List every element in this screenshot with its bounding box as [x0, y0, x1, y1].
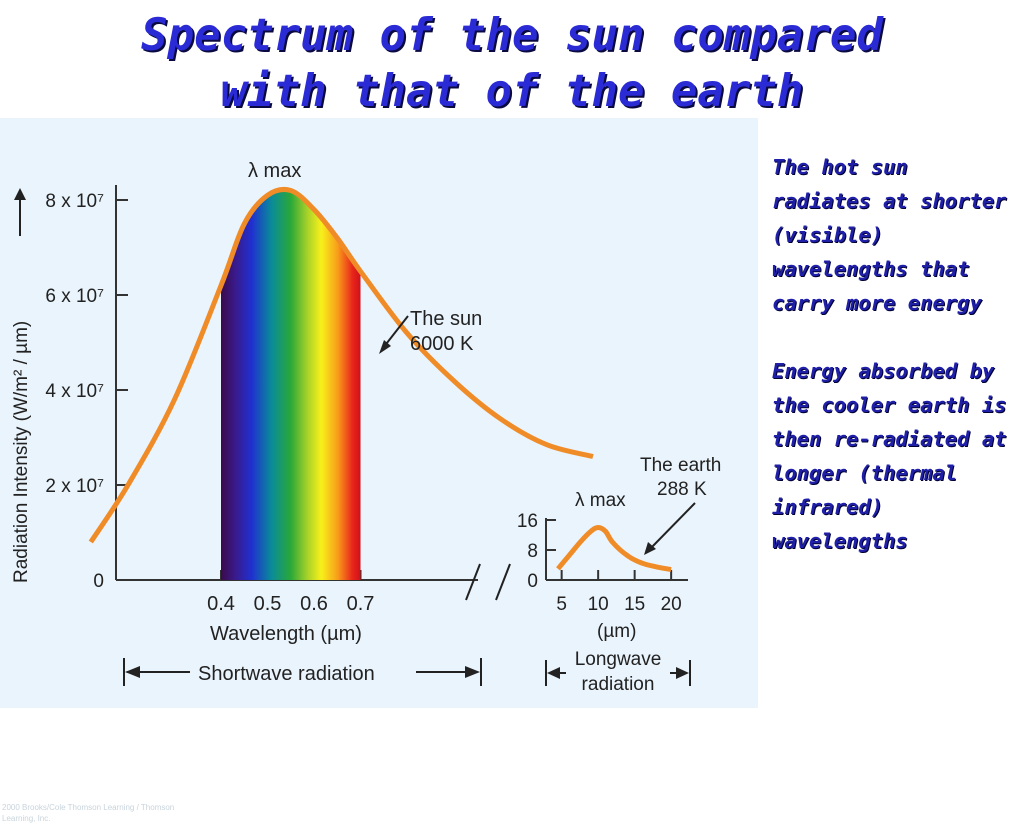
- sun-peak-label: λ max: [248, 160, 301, 182]
- visible-spectrum-band: [221, 189, 361, 580]
- sun-y-tick-label: 0: [93, 571, 104, 592]
- earth-y-ticks: 0 8 16: [517, 511, 556, 592]
- axis-break-mark-2: [495, 563, 511, 601]
- longwave-label-line2: radiation: [582, 674, 655, 695]
- earth-x-tick-label: 5: [556, 594, 567, 615]
- spectrum-figure: 0 2 x 10⁷ 4 x 10⁷ 6 x 10⁷ 8 x 10⁷ 0.4 0.5 0.6 0…: [0, 118, 758, 823]
- explanation-paragraph-1: The hot sun radiates at shorter (visible…: [772, 155, 1007, 315]
- earth-peak-label: λ max: [575, 490, 626, 511]
- sun-label-arrowhead: [379, 340, 391, 354]
- sun-x-tick-label: 0.6: [300, 593, 328, 615]
- slide-title: Spectrum of the sun compared with that o…: [0, 8, 1024, 120]
- copyright-credit: 2000 Brooks/Cole Thomson Learning / Thom…: [2, 803, 175, 823]
- earth-y-tick-label: 16: [517, 511, 538, 532]
- shortwave-label: Shortwave radiation: [198, 663, 375, 685]
- y-axis-arrowhead: [14, 188, 26, 200]
- explanation-text: The hot sun radiates at shorter (visible…: [772, 150, 1017, 592]
- earth-curve-label-line1: The earth: [640, 455, 721, 476]
- earth-x-tick-label: 20: [661, 594, 682, 615]
- sun-curve-label-line2: 6000 K: [410, 333, 474, 355]
- sun-y-tick-label: 6 x 10⁷: [45, 286, 104, 307]
- earth-x-ticks: 5 10 15 20: [556, 570, 682, 615]
- sun-y-axis-label: Radiation Intensity (W/m² / µm): [11, 321, 32, 583]
- earth-y-tick-label: 0: [527, 571, 538, 592]
- spectrum-chart: 0 2 x 10⁷ 4 x 10⁷ 6 x 10⁷ 8 x 10⁷ 0.4 0.5 0.6 0…: [11, 160, 721, 695]
- explanation-paragraph-2: Energy absorbed by the cooler earth is t…: [772, 359, 1007, 553]
- earth-x-tick-label: 10: [588, 594, 609, 615]
- sun-spectrum-curve: [88, 186, 594, 544]
- sun-x-tick-label: 0.7: [347, 593, 375, 615]
- longwave-arrowhead-right: [676, 667, 689, 679]
- earth-spectrum-curve: [556, 525, 672, 572]
- sun-y-ticks: 0 2 x 10⁷ 4 x 10⁷ 6 x 10⁷ 8 x 10⁷: [45, 191, 128, 592]
- sun-y-tick-label: 4 x 10⁷: [45, 381, 104, 402]
- shortwave-arrowhead-right: [465, 666, 480, 678]
- axis-break-mark-1: [465, 563, 481, 601]
- title-line-1: Spectrum of the sun compared: [141, 10, 883, 61]
- sun-label-arrow: [382, 315, 409, 349]
- earth-y-tick-label: 8: [527, 541, 538, 562]
- sun-x-axis-label: Wavelength (µm): [210, 623, 362, 645]
- shortwave-arrowhead-left: [125, 666, 140, 678]
- title-line-2: with that of the earth: [220, 66, 804, 117]
- earth-curve-label-line2: 288 K: [657, 479, 707, 500]
- longwave-arrowhead-left: [547, 667, 560, 679]
- earth-x-tick-label: 15: [624, 594, 645, 615]
- longwave-label-line1: Longwave: [575, 649, 662, 670]
- sun-x-tick-label: 0.4: [207, 593, 235, 615]
- sun-x-tick-label: 0.5: [254, 593, 282, 615]
- earth-label-arrowhead: [644, 542, 656, 555]
- earth-x-axis-label: (µm): [597, 621, 636, 642]
- sun-y-tick-label: 8 x 10⁷: [45, 191, 104, 212]
- sun-curve-label-line1: The sun: [410, 308, 482, 330]
- sun-y-tick-label: 2 x 10⁷: [45, 476, 104, 497]
- earth-label-arrow: [649, 502, 696, 550]
